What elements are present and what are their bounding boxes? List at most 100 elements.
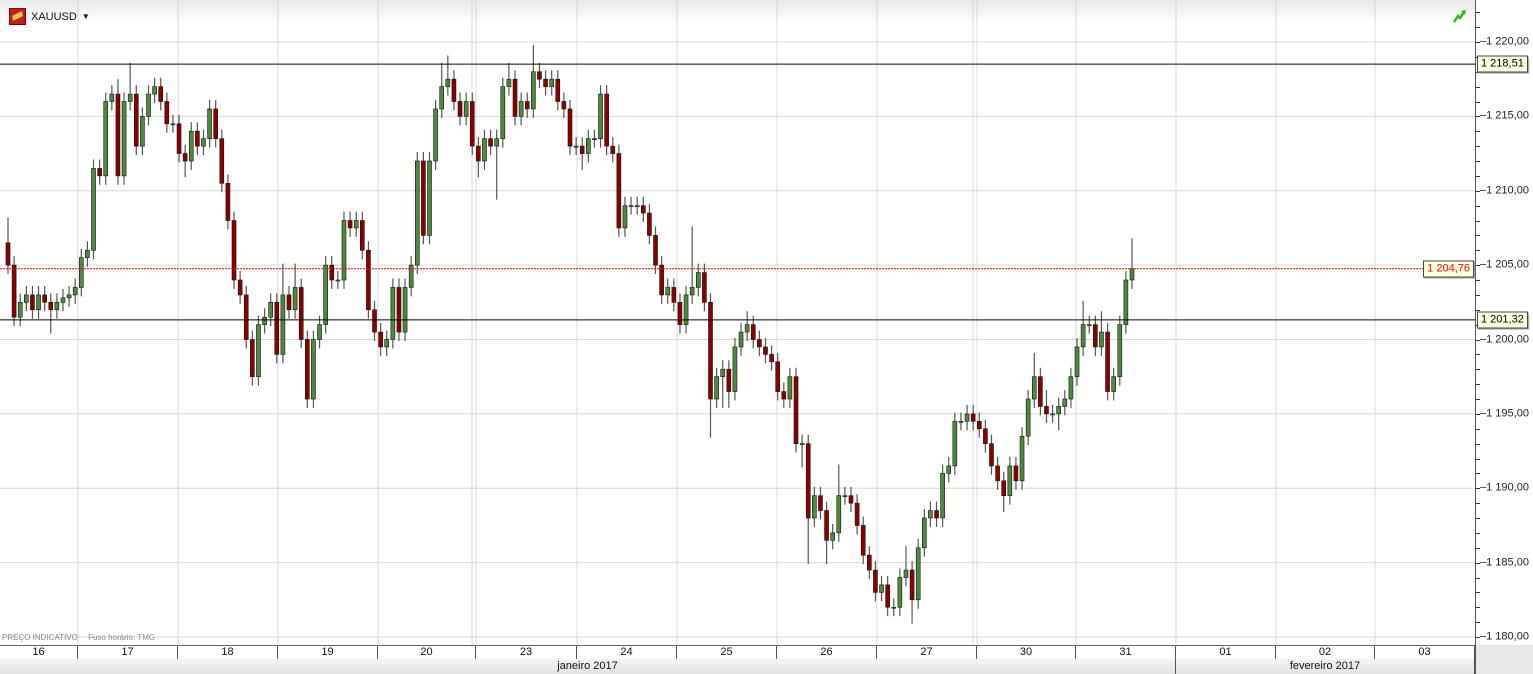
candle-body-down xyxy=(176,123,182,154)
footer-note: PREÇO INDICATIVO Fuso horário: TMG xyxy=(2,633,163,642)
candle-body-down xyxy=(647,212,652,236)
candle-body-up xyxy=(1068,376,1074,400)
candle-body-up xyxy=(463,101,469,117)
candle xyxy=(561,92,567,118)
candle xyxy=(641,196,646,222)
candle-body-down xyxy=(213,108,218,139)
candle xyxy=(860,516,866,565)
candle xyxy=(1001,471,1007,513)
candle xyxy=(695,263,701,297)
candle-body-down xyxy=(1013,465,1019,482)
candle-body-up xyxy=(879,584,884,593)
candle-body-down xyxy=(934,510,939,519)
candle-body-up xyxy=(103,101,109,177)
candle-body-down xyxy=(769,354,774,363)
candle-body-down xyxy=(818,495,823,511)
y-minor-tick xyxy=(1476,86,1480,88)
candle xyxy=(848,486,854,513)
candle xyxy=(140,107,145,156)
y-tick-label: –1 220,00 xyxy=(1480,35,1529,48)
candle xyxy=(867,546,872,579)
candle xyxy=(604,85,609,156)
axis-corner xyxy=(1475,645,1533,674)
candle xyxy=(567,100,573,156)
candle-body-down xyxy=(457,101,463,117)
candle xyxy=(1044,390,1049,423)
candle-body-down xyxy=(983,428,988,444)
candle-body-up xyxy=(384,339,390,348)
candle xyxy=(518,92,524,126)
symbol-selector[interactable]: XAUUSD ▼ xyxy=(9,8,90,25)
candle xyxy=(1099,311,1104,356)
candle-body-up xyxy=(54,302,60,311)
candle xyxy=(1117,315,1123,386)
candle-body-down xyxy=(793,376,799,444)
candle xyxy=(170,114,176,133)
y-minor-tick xyxy=(1476,42,1480,43)
candle-body-down xyxy=(360,220,365,251)
candle xyxy=(824,501,829,565)
candle-body-down xyxy=(133,93,139,147)
candle-body-up xyxy=(573,145,579,148)
candle-body-up xyxy=(390,287,396,340)
candle-body-down xyxy=(970,413,976,422)
candle xyxy=(1025,390,1031,446)
candle xyxy=(744,311,750,341)
candle xyxy=(305,330,310,408)
candle xyxy=(1062,390,1068,416)
candle-body-down xyxy=(5,242,11,266)
day-label: 31 xyxy=(1076,646,1176,659)
candle-body-up xyxy=(85,249,90,258)
candle xyxy=(738,323,744,356)
y-minor-tick xyxy=(1476,428,1480,430)
candle-body-down xyxy=(366,249,371,311)
candle xyxy=(787,367,793,408)
candle-body-down xyxy=(182,153,188,162)
candle-body-down xyxy=(378,331,383,348)
candle-body-up xyxy=(518,101,524,117)
candle-body-up xyxy=(714,376,719,400)
candle xyxy=(378,323,383,356)
candle xyxy=(188,122,194,170)
candle-body-up xyxy=(897,577,903,608)
candle-body-up xyxy=(922,517,927,549)
candle xyxy=(30,285,35,319)
candle-body-down xyxy=(274,302,280,355)
candle-body-down xyxy=(286,294,292,311)
candle-body-up xyxy=(940,473,945,519)
candle-body-up xyxy=(842,495,848,497)
candle-body-down xyxy=(164,101,170,125)
trend-up-icon[interactable] xyxy=(1453,9,1467,23)
candle-body-down xyxy=(1093,324,1098,348)
y-minor-tick xyxy=(1476,592,1480,594)
candle-body-down xyxy=(805,443,811,519)
candle xyxy=(1050,404,1055,423)
day-label: 27 xyxy=(877,646,977,659)
candle xyxy=(983,419,988,453)
candle xyxy=(579,137,585,170)
candle xyxy=(1068,367,1074,408)
candle-body-up xyxy=(17,302,23,318)
candle-body-down xyxy=(543,78,548,87)
gold-bar-icon xyxy=(9,8,26,25)
candle xyxy=(133,85,139,156)
candle xyxy=(628,196,634,215)
candle-body-up xyxy=(317,324,322,340)
candle xyxy=(732,338,738,401)
day-label: 23 xyxy=(476,646,577,659)
candle xyxy=(873,561,878,602)
candle-body-up xyxy=(836,495,842,534)
candle xyxy=(543,70,548,96)
candle-body-up xyxy=(433,108,438,162)
candle-body-down xyxy=(616,153,622,229)
price-type-label: PREÇO INDICATIVO xyxy=(2,633,78,642)
candle xyxy=(268,293,273,327)
candle-body-up xyxy=(1099,331,1104,348)
y-tick-label: –1 210,00 xyxy=(1480,184,1529,197)
price-chart[interactable] xyxy=(0,0,1475,645)
candle xyxy=(207,100,212,148)
candle-body-down xyxy=(867,554,872,571)
y-minor-tick xyxy=(1476,339,1480,341)
level-price-tag: 1 218,51 xyxy=(1477,55,1528,73)
candle xyxy=(506,62,512,96)
